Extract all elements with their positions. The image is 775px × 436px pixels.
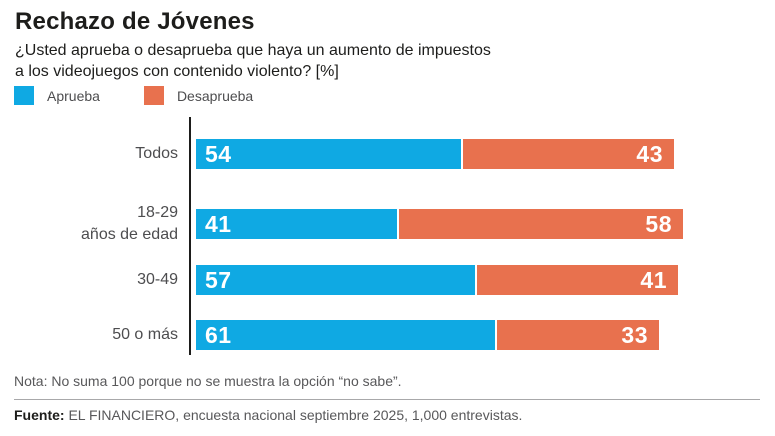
- footer-divider: [14, 399, 760, 400]
- source-label: Fuente:: [14, 407, 65, 423]
- bar-chart: Todos 54 43 18-29 años de edad 41 58 30-49 57 41 5…: [0, 117, 775, 355]
- value-aprueba-todos: 54: [205, 141, 232, 167]
- value-desaprueba-50-o-m-s: 33: [621, 322, 648, 348]
- source-line: Fuente: EL FINANCIERO, encuesta nacional…: [14, 407, 522, 423]
- desaprueba-color-swatch: [143, 86, 164, 105]
- category-label-line: 50 o más: [112, 326, 178, 343]
- value-aprueba-30-49: 57: [205, 267, 232, 293]
- source-text: EL FINANCIERO, encuesta nacional septiem…: [64, 407, 523, 423]
- bar-desaprueba-30-49: 41: [477, 265, 678, 295]
- value-desaprueba-18-29-a-os-de-edad: 58: [645, 211, 672, 237]
- aprueba-color-swatch: [14, 86, 34, 105]
- category-label-18-29-a-os-de-edad: 18-29 años de edad: [0, 202, 178, 246]
- chart-subtitle: ¿Usted aprueba o desaprueba que haya un …: [15, 40, 491, 82]
- bar-desaprueba-todos: 43: [463, 139, 674, 169]
- chart-note: Nota: No suma 100 porque no se muestra l…: [14, 373, 402, 389]
- legend-label-desaprueba: Desaprueba: [176, 87, 254, 104]
- bar-aprueba-todos: 54: [196, 139, 461, 169]
- bar-aprueba-18-29-a-os-de-edad: 41: [196, 209, 397, 239]
- value-desaprueba-30-49: 41: [640, 267, 667, 293]
- value-aprueba-18-29-a-os-de-edad: 41: [205, 211, 232, 237]
- category-label-line: 30-49: [137, 271, 178, 288]
- category-label-50-o-m-s: 50 o más: [0, 324, 178, 346]
- category-label-todos: Todos: [0, 143, 178, 165]
- bar-desaprueba-18-29-a-os-de-edad: 58: [399, 209, 683, 239]
- page-title: Rechazo de Jóvenes: [15, 8, 255, 35]
- legend: Aprueba Desaprueba: [14, 86, 253, 105]
- value-desaprueba-todos: 43: [636, 141, 663, 167]
- value-aprueba-50-o-m-s: 61: [205, 322, 232, 348]
- bar-aprueba-30-49: 57: [196, 265, 475, 295]
- category-label-line: Todos: [135, 145, 178, 162]
- category-label-line: 18-29: [137, 204, 178, 221]
- legend-label-aprueba: Aprueba: [47, 87, 100, 104]
- y-axis-line: [189, 117, 191, 355]
- legend-item-desaprueba: Desaprueba: [143, 86, 254, 105]
- category-label-30-49: 30-49: [0, 269, 178, 291]
- subtitle-line-2: a los videojuegos con contenido violento…: [15, 63, 339, 80]
- subtitle-line-1: ¿Usted aprueba o desaprueba que haya un …: [15, 42, 491, 59]
- legend-item-aprueba: Aprueba: [14, 86, 100, 105]
- category-label-line: años de edad: [81, 226, 178, 243]
- bar-desaprueba-50-o-m-s: 33: [497, 320, 659, 350]
- bar-aprueba-50-o-m-s: 61: [196, 320, 495, 350]
